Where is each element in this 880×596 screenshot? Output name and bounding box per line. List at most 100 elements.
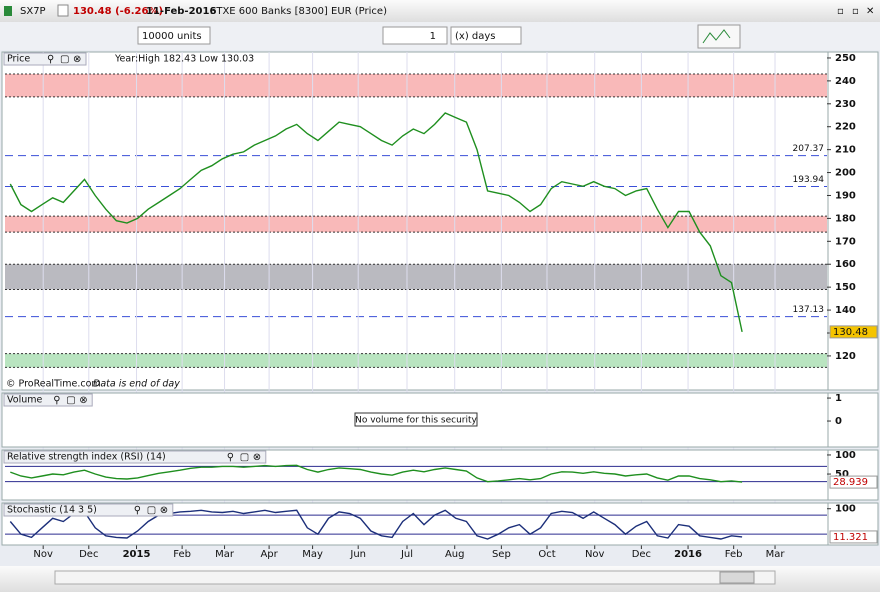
axis-area bbox=[827, 449, 879, 501]
x-tick-label: Sep bbox=[492, 549, 511, 560]
x-tick-label: Dec bbox=[79, 549, 98, 560]
panel-button[interactable]: ⊗ bbox=[73, 54, 81, 65]
y-tick-label: 250 bbox=[835, 53, 856, 64]
y-tick-label: 0 bbox=[835, 416, 842, 427]
panel-title-bg bbox=[3, 450, 267, 464]
y-tick-label: 180 bbox=[835, 213, 856, 224]
period-input[interactable] bbox=[382, 26, 448, 45]
x-tick-label: Feb bbox=[725, 549, 743, 560]
panel-title: Volume bbox=[7, 395, 42, 406]
panel-title-bg bbox=[3, 52, 87, 66]
x-tick-label: Jul bbox=[400, 549, 413, 560]
level-label: 207.37 bbox=[793, 144, 825, 154]
y-tick-label: 100 bbox=[835, 504, 856, 515]
symbol: SX7P bbox=[20, 6, 46, 17]
message: No volume for this security bbox=[355, 416, 477, 426]
y-tick-label: 160 bbox=[835, 259, 856, 270]
series-line bbox=[10, 464, 743, 483]
panel-subtitle: Year:High 182.43 Low 130.03 bbox=[114, 54, 254, 65]
panel-button[interactable]: ▢ bbox=[147, 505, 156, 516]
chart-type-icon bbox=[702, 29, 731, 44]
period-unit-select[interactable] bbox=[450, 26, 522, 45]
x-tick-label: 2016 bbox=[674, 549, 702, 560]
x-tick-label: Oct bbox=[538, 549, 555, 560]
y-tick-label: 230 bbox=[835, 99, 856, 110]
x-tick-label: Feb bbox=[173, 549, 191, 560]
level-label: 137.13 bbox=[793, 305, 825, 315]
app-icon[interactable] bbox=[4, 6, 12, 16]
y-tick-label: 210 bbox=[835, 145, 856, 156]
series-line bbox=[9, 509, 743, 540]
x-tick-label: Nov bbox=[33, 549, 53, 560]
title-bar bbox=[0, 0, 880, 22]
y-tick-label: 220 bbox=[835, 122, 856, 133]
x-tick-label: Mar bbox=[766, 549, 786, 560]
period-unit-text: (x) days bbox=[455, 31, 496, 42]
last-value-label: 11.321 bbox=[833, 532, 868, 543]
panel-button[interactable]: ⚲ bbox=[227, 452, 234, 463]
x-tick-label: Aug bbox=[445, 549, 465, 560]
zone bbox=[5, 74, 827, 97]
panel-title: Stochastic (14 3 5) bbox=[7, 505, 97, 516]
panel-button[interactable]: ⚲ bbox=[53, 395, 60, 406]
units-select[interactable] bbox=[137, 26, 211, 45]
y-tick-label: 100 bbox=[835, 450, 856, 461]
charts: 1201301401501601701801902002102202302402… bbox=[1, 51, 879, 560]
level-label-bg bbox=[793, 173, 825, 185]
symbol-icon[interactable] bbox=[57, 4, 69, 17]
y-tick-label: 240 bbox=[835, 76, 856, 87]
level-label-bg bbox=[793, 303, 825, 315]
copyright: © ProRealTime.com bbox=[6, 379, 101, 390]
x-tick-label: Dec bbox=[632, 549, 651, 560]
date: 11-Feb-2016 bbox=[146, 6, 216, 17]
y-tick-label: 200 bbox=[835, 168, 856, 179]
axis-area bbox=[827, 392, 879, 448]
minimize[interactable]: ▫ bbox=[837, 6, 844, 17]
data-note: Data is end of day bbox=[93, 379, 180, 390]
panel-button[interactable]: ▢ bbox=[66, 395, 75, 406]
units-text: 10000 units bbox=[142, 31, 202, 42]
panel-title: Relative strength index (RSI) (14) bbox=[7, 452, 166, 463]
panel-title-bg bbox=[3, 393, 93, 407]
zone bbox=[5, 216, 827, 233]
x-tick-label: Nov bbox=[585, 549, 605, 560]
x-tick-label: 2015 bbox=[123, 549, 151, 560]
zone bbox=[5, 264, 827, 290]
scroll-thumb[interactable] bbox=[719, 571, 755, 584]
x-tick-label: Jun bbox=[349, 549, 366, 560]
last-value-box bbox=[829, 325, 878, 339]
panel-title: Price bbox=[7, 54, 30, 65]
panel-button[interactable]: ▢ bbox=[240, 452, 249, 463]
panel-button[interactable]: ▢ bbox=[60, 54, 69, 65]
maximize[interactable]: ▫ bbox=[852, 6, 859, 17]
panel-button[interactable]: ⚲ bbox=[47, 54, 54, 65]
panel-button[interactable]: ⊗ bbox=[253, 452, 261, 463]
y-tick-label: 140 bbox=[835, 305, 856, 316]
y-tick-label: 1 bbox=[835, 393, 842, 404]
y-tick-label: 120 bbox=[835, 351, 856, 362]
last-value-label: 130.48 bbox=[833, 327, 868, 338]
last-value-box bbox=[829, 475, 878, 489]
last-value-box bbox=[829, 530, 878, 544]
x-tick-label: May bbox=[302, 549, 323, 560]
panel-button[interactable]: ⊗ bbox=[79, 395, 87, 406]
last-value-label: 28.939 bbox=[833, 477, 868, 488]
instrument-name: STXE 600 Banks [8300] EUR (Price) bbox=[210, 6, 387, 17]
y-tick-label: 190 bbox=[835, 190, 856, 201]
y-tick-label: 50 bbox=[835, 469, 849, 480]
x-tick-label: Apr bbox=[260, 549, 278, 560]
panel-button[interactable]: ⚲ bbox=[134, 505, 141, 516]
y-tick-label: 170 bbox=[835, 236, 856, 247]
price-change: 130.48 (-6.26%) bbox=[73, 6, 163, 17]
close[interactable]: ✕ bbox=[866, 6, 874, 17]
level-label-bg bbox=[793, 142, 825, 154]
series-line bbox=[9, 112, 743, 333]
message-box bbox=[354, 412, 478, 427]
panel-title-bg bbox=[3, 503, 174, 517]
scrollbar[interactable] bbox=[54, 570, 776, 585]
period-text: 1 bbox=[430, 31, 436, 42]
panel-button[interactable]: ⊗ bbox=[160, 505, 168, 516]
y-tick-label: 150 bbox=[835, 282, 856, 293]
zone bbox=[5, 353, 827, 368]
